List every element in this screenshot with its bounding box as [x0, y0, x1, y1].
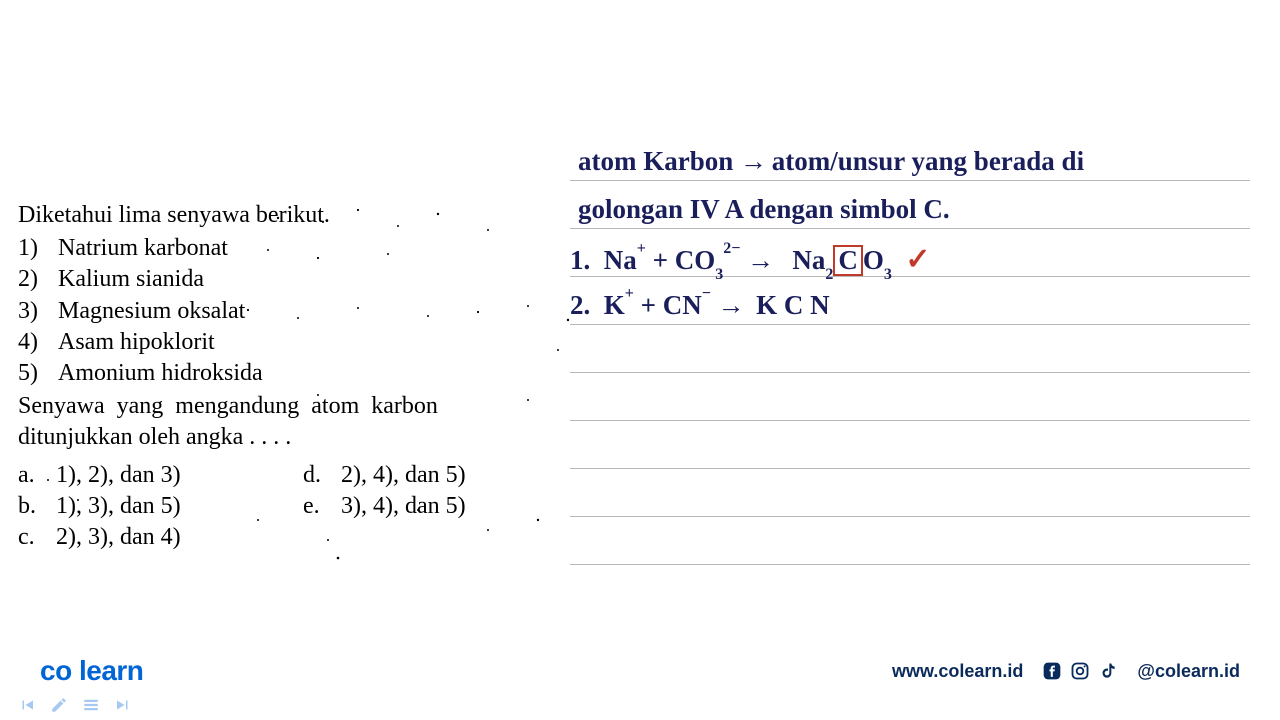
ruled-line	[570, 516, 1250, 517]
option-letter: d.	[303, 460, 341, 491]
compound-item: 3) Magnesium oksalat	[18, 296, 578, 327]
ruled-line	[570, 420, 1250, 421]
previous-icon[interactable]	[18, 696, 36, 714]
question-intro: Diketahui lima senyawa berikut.	[18, 200, 578, 231]
option-letter: a.	[18, 460, 56, 491]
hw-num: 1.	[570, 245, 590, 275]
compound-num: 5)	[18, 358, 58, 389]
option-e: e. 3), 4), dan 5)	[303, 491, 578, 522]
arrow-icon: →	[740, 146, 765, 177]
arrow-icon: →	[718, 290, 743, 321]
option-d: d. 2), 4), dan 5)	[303, 460, 578, 491]
option-letter: e.	[303, 491, 341, 522]
option-text: 1), 3), dan 5)	[56, 491, 293, 522]
compound-name: Kalium sianida	[58, 264, 578, 295]
compound-item: 1) Natrium karbonat	[18, 233, 578, 264]
next-icon[interactable]	[114, 696, 132, 714]
arrow-icon: →	[747, 245, 772, 276]
option-text: 1), 2), dan 3)	[56, 460, 293, 491]
footer: co learn www.colearn.id @colearn.id	[0, 646, 1280, 696]
prompt-line: ditunjukkan oleh angka . . . .	[18, 422, 578, 453]
hw-line-2: golongan IV A dengan simbol C.	[578, 194, 950, 225]
hw-line-3: 1. Na+ + CO32− → Na2CO3 ✓	[570, 242, 931, 280]
check-icon: ✓	[905, 243, 930, 276]
hw-formula: Na+ + CO32− → Na2CO3 ✓	[604, 245, 931, 275]
ruled-line	[570, 372, 1250, 373]
footer-handle[interactable]: @colearn.id	[1137, 661, 1240, 682]
ruled-line	[570, 564, 1250, 565]
option-text: 2), 3), dan 4)	[56, 522, 293, 553]
hw-num: 2.	[570, 290, 590, 320]
compound-name: Amonium hidroksida	[58, 358, 578, 389]
option-c: c. 2), 3), dan 4)	[18, 522, 293, 553]
question-panel: Diketahui lima senyawa berikut. 1) Natri…	[18, 200, 578, 553]
ruled-line	[570, 468, 1250, 469]
option-a: a. 1), 2), dan 3)	[18, 460, 293, 491]
footer-url[interactable]: www.colearn.id	[892, 661, 1023, 682]
compound-item: 2) Kalium sianida	[18, 264, 578, 295]
edit-icon[interactable]	[50, 696, 68, 714]
player-controls	[18, 696, 132, 714]
compound-name: Asam hipoklorit	[58, 327, 578, 358]
option-letter: b.	[18, 491, 56, 522]
compound-name: Magnesium oksalat	[58, 296, 578, 327]
hw-formula: K+ + CN− → K C N	[604, 290, 830, 320]
options-grid: a. 1), 2), dan 3) d. 2), 4), dan 5) b. 1…	[18, 460, 578, 554]
social-icons	[1041, 660, 1119, 682]
list-icon[interactable]	[82, 696, 100, 714]
question-prompt: Senyawa yang mengandung atom karbon ditu…	[18, 391, 578, 453]
hw-text: atom/unsur yang berada di	[772, 146, 1084, 176]
ruled-line	[570, 180, 1250, 181]
logo-part-b: learn	[79, 655, 143, 686]
ruled-line	[570, 324, 1250, 325]
hw-line-4: 2. K+ + CN− → K C N	[570, 290, 830, 321]
option-b: b. 1), 3), dan 5)	[18, 491, 293, 522]
boxed-carbon: C	[833, 245, 863, 276]
compound-item: 4) Asam hipoklorit	[18, 327, 578, 358]
compound-num: 1)	[18, 233, 58, 264]
tiktok-icon[interactable]	[1097, 660, 1119, 682]
option-letter: c.	[18, 522, 56, 553]
logo-part-a: co	[40, 655, 72, 686]
hw-line-1: atom Karbon → atom/unsur yang berada di	[578, 146, 1084, 177]
hw-text: golongan IV A dengan simbol C.	[578, 194, 950, 224]
prompt-line: Senyawa yang mengandung atom karbon	[18, 391, 578, 422]
option-text: 2), 4), dan 5)	[341, 460, 578, 491]
compound-name: Natrium karbonat	[58, 233, 578, 264]
facebook-icon[interactable]	[1041, 660, 1063, 682]
compound-num: 2)	[18, 264, 58, 295]
compound-num: 4)	[18, 327, 58, 358]
ruled-line	[570, 228, 1250, 229]
compound-num: 3)	[18, 296, 58, 327]
instagram-icon[interactable]	[1069, 660, 1091, 682]
logo: co learn	[40, 655, 143, 687]
hw-text: atom Karbon	[578, 146, 733, 176]
handwriting-panel: atom Karbon → atom/unsur yang berada di …	[570, 130, 1250, 590]
option-text: 3), 4), dan 5)	[341, 491, 578, 522]
footer-right: www.colearn.id @colearn.id	[892, 660, 1240, 682]
compound-list: 1) Natrium karbonat 2) Kalium sianida 3)…	[18, 233, 578, 389]
compound-item: 5) Amonium hidroksida	[18, 358, 578, 389]
